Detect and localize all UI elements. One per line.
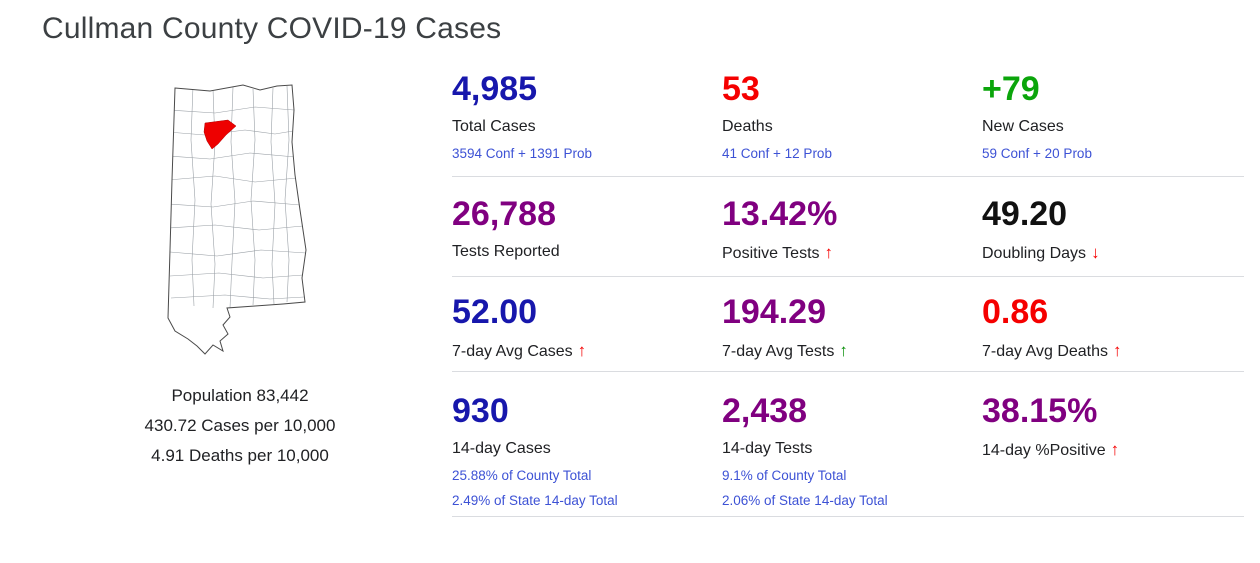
stat-card-positive-tests: 13.42% Positive Tests ↑ (722, 196, 982, 276)
trend-up-arrow-icon: ↑ (577, 341, 587, 360)
trend-down-arrow-icon: ↓ (1091, 243, 1100, 262)
stat-value: 13.42% (722, 195, 838, 233)
stat-value: 194.29 (722, 293, 826, 331)
trend-up-arrow-icon: ↑ (839, 341, 848, 360)
stat-card-7day-avg-deaths: 0.86 7-day Avg Deaths ↑ (982, 294, 1244, 371)
stat-subtext: 2.06% of State 14-day Total (722, 493, 888, 508)
stat-card-new-cases: +79 New Cases 59 Conf + 20 Prob (982, 71, 1244, 176)
stat-card-14day-cases: 930 14-day Cases 25.88% of County Total … (452, 393, 722, 516)
stat-label: 7-day Avg Tests ↑ (722, 341, 848, 360)
trend-up-arrow-icon: ↑ (824, 243, 834, 262)
stat-card-14day-percent-positive: 38.15% 14-day %Positive ↑ (982, 393, 1244, 516)
stat-subtext: 59 Conf + 20 Prob (982, 146, 1092, 161)
stat-label: 7-day Avg Deaths ↑ (982, 341, 1122, 360)
stat-card-doubling-days: 49.20 Doubling Days ↓ (982, 196, 1244, 276)
stat-card-14day-tests: 2,438 14-day Tests 9.1% of County Total … (722, 393, 982, 516)
stats-grid: 4,985 Total Cases 3594 Conf + 1391 Prob … (452, 66, 1244, 517)
stat-label: Doubling Days ↓ (982, 243, 1100, 262)
stats-row-1: 4,985 Total Cases 3594 Conf + 1391 Prob … (452, 66, 1244, 177)
state-fill (168, 85, 306, 354)
stat-label: 14-day %Positive ↑ (982, 440, 1120, 459)
stat-label: Tests Reported (452, 243, 560, 260)
alabama-county-map (167, 84, 307, 355)
stat-value: 4,985 (452, 70, 538, 108)
stat-card-7day-avg-cases: 52.00 7-day Avg Cases ↑ (452, 294, 722, 371)
stat-subtext: 25.88% of County Total (452, 468, 592, 483)
stat-subtext: 2.49% of State 14-day Total (452, 493, 618, 508)
stats-row-4: 930 14-day Cases 25.88% of County Total … (452, 372, 1244, 517)
trend-up-arrow-icon: ↑ (1113, 341, 1122, 360)
stat-card-deaths: 53 Deaths 41 Conf + 12 Prob (722, 71, 982, 176)
population-line: Population 83,442 (171, 386, 309, 405)
cases-rate-line: 430.72 Cases per 10,000 (144, 416, 336, 435)
page-title: Cullman County COVID-19 Cases (42, 12, 502, 45)
state-outline (167, 84, 307, 355)
stat-value: 930 (452, 392, 509, 430)
stat-card-tests-reported: 26,788 Tests Reported (452, 196, 722, 276)
stat-card-total-cases: 4,985 Total Cases 3594 Conf + 1391 Prob (452, 71, 722, 176)
stat-value: 2,438 (722, 392, 808, 430)
stat-label: Deaths (722, 118, 773, 135)
cullman-county-highlight (203, 119, 237, 150)
stat-value: 26,788 (452, 195, 556, 233)
stat-value: 49.20 (982, 195, 1068, 233)
stat-value: +79 (982, 70, 1040, 108)
stats-row-3: 52.00 7-day Avg Cases ↑ 194.29 7-day Avg … (452, 277, 1244, 372)
stat-value: 53 (722, 70, 760, 108)
stat-label: 14-day Cases (452, 440, 551, 457)
stats-row-2: 26,788 Tests Reported 13.42% Positive Te… (452, 177, 1244, 277)
stat-label: New Cases (982, 118, 1064, 135)
stat-subtext: 41 Conf + 12 Prob (722, 146, 832, 161)
stat-value: 38.15% (982, 392, 1098, 430)
deaths-rate-line: 4.91 Deaths per 10,000 (151, 446, 329, 465)
population-stats: Population 83,442 430.72 Cases per 10,00… (40, 381, 440, 471)
stat-subtext: 3594 Conf + 1391 Prob (452, 146, 592, 161)
stat-subtext: 9.1% of County Total (722, 468, 847, 483)
stat-label: 7-day Avg Cases ↑ (452, 341, 587, 360)
stat-value: 52.00 (452, 293, 538, 331)
map-container (155, 80, 325, 371)
stat-label: 14-day Tests (722, 440, 813, 457)
stat-label: Positive Tests ↑ (722, 243, 834, 262)
stat-value: 0.86 (982, 293, 1049, 331)
trend-up-arrow-icon: ↑ (1110, 440, 1120, 459)
stat-label: Total Cases (452, 118, 536, 135)
county-map-panel: Population 83,442 430.72 Cases per 10,00… (40, 68, 440, 471)
stat-card-7day-avg-tests: 194.29 7-day Avg Tests ↑ (722, 294, 982, 371)
